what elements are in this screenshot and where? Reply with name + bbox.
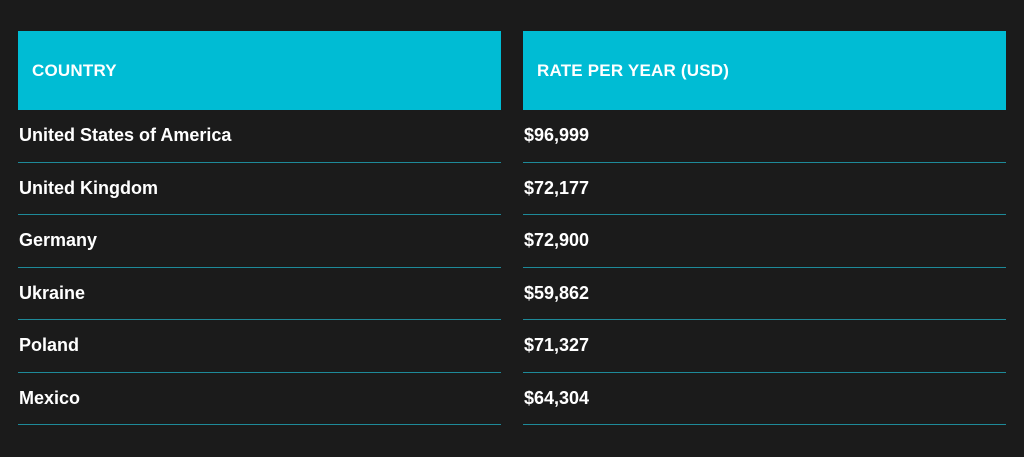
rate-header: RATE PER YEAR (USD) — [523, 31, 1006, 110]
table-row-country: United States of America — [18, 110, 501, 163]
table-row-rate: $72,900 — [523, 215, 1006, 268]
table-row-rate: $64,304 — [523, 373, 1006, 425]
table-row-country: United Kingdom — [18, 163, 501, 215]
table-row-country: Germany — [18, 215, 501, 268]
rate-header-label: RATE PER YEAR (USD) — [537, 60, 730, 80]
table-row-rate: $96,999 — [523, 110, 1006, 163]
table-row-country: Poland — [18, 320, 501, 373]
country-header-label: COUNTRY — [32, 60, 117, 80]
table-row-country: Ukraine — [18, 268, 501, 320]
table-row-rate: $59,862 — [523, 268, 1006, 320]
table-row-rate: $72,177 — [523, 163, 1006, 215]
table-row-rate: $71,327 — [523, 320, 1006, 373]
country-header: COUNTRY — [18, 31, 501, 110]
country-column: COUNTRY United States of America United … — [18, 31, 501, 425]
rate-column: RATE PER YEAR (USD) $96,999 $72,177 $72,… — [523, 31, 1006, 425]
table-row-country: Mexico — [18, 373, 501, 425]
